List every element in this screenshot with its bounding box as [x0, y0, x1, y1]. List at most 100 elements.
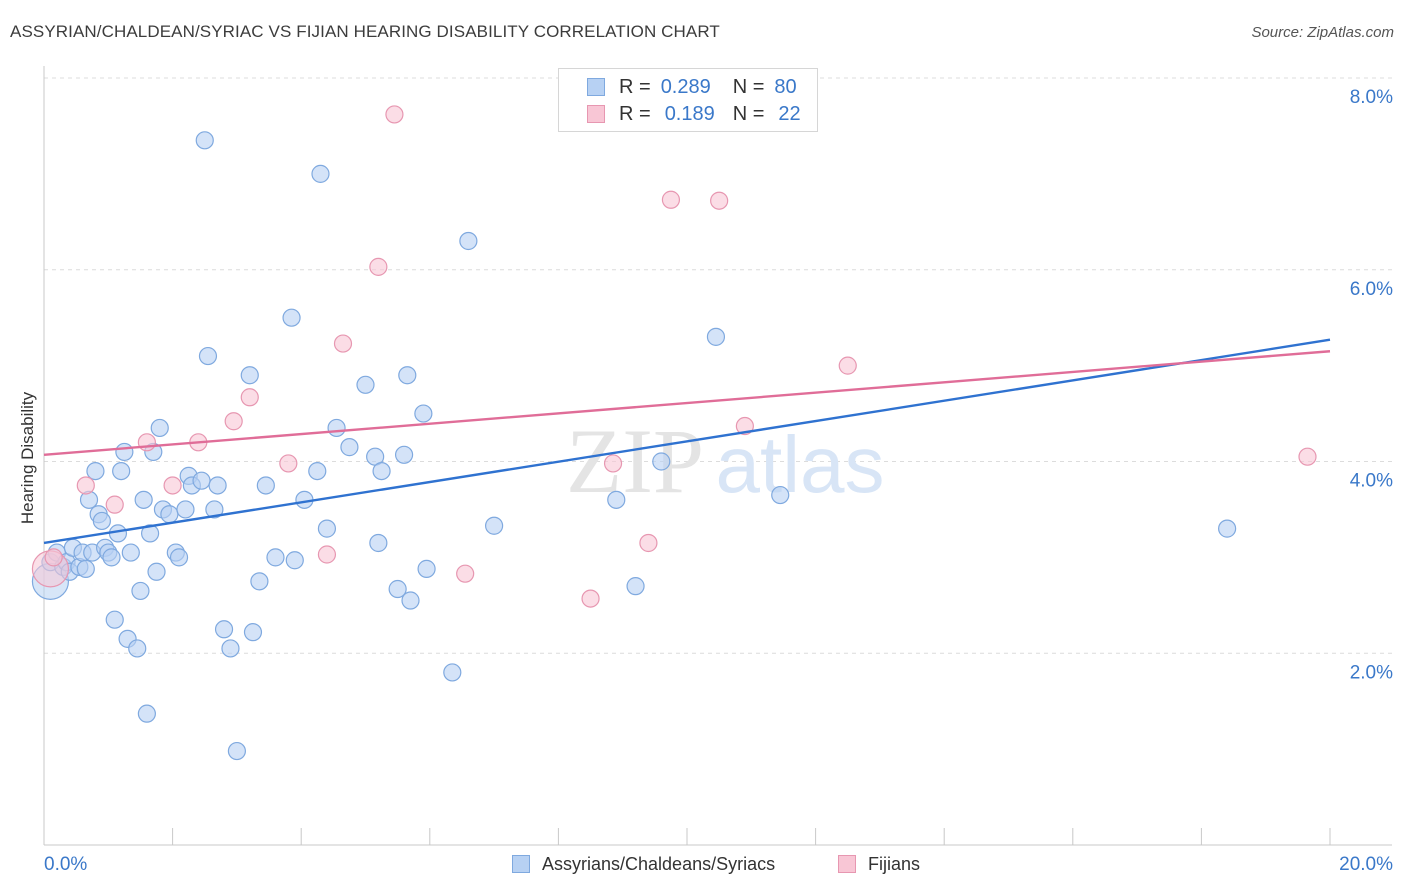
assyrian-point	[147, 562, 166, 581]
fijian-point	[279, 454, 298, 473]
legend-row-fijians: R = 0.189 N = 22	[587, 102, 801, 126]
assyrian-point	[398, 366, 417, 385]
assyrian-point	[285, 551, 304, 570]
fijian-point	[317, 545, 337, 564]
assyrian-point	[195, 131, 214, 150]
assyrian-point	[76, 559, 95, 578]
y-axis-title: Hearing Disability	[18, 391, 37, 525]
assyrian-point	[356, 375, 375, 394]
gridlines	[44, 77, 1392, 654]
legend-swatch-blue	[512, 855, 530, 873]
legend-r-label: R =	[619, 75, 651, 98]
fijian-point	[603, 454, 623, 473]
fijian-point	[44, 548, 63, 567]
assyrian-point	[250, 572, 269, 591]
assyrian-point	[121, 543, 140, 562]
assyrian-point	[372, 461, 391, 481]
fijian-point	[369, 257, 388, 276]
legend-swatch-pink	[587, 105, 605, 123]
assyrian-point	[282, 308, 301, 327]
assyrian-point	[266, 548, 285, 567]
assyrian-point	[160, 505, 179, 524]
axes	[43, 66, 1392, 846]
fijian-point	[333, 334, 353, 353]
y-tick-label: 2.0%	[1350, 662, 1393, 683]
fijian-point	[240, 388, 259, 407]
fijian-point	[581, 589, 600, 608]
assyrian-point	[311, 164, 330, 183]
legend-swatch-pink	[838, 855, 856, 873]
legend-row-assyrians: R = 0.289 N = 80	[587, 75, 797, 99]
fijian-point	[224, 412, 243, 431]
fijian-point	[105, 495, 124, 514]
chart-source: Source: ZipAtlas.com	[1251, 24, 1394, 41]
assyrian-point	[128, 639, 147, 658]
trend-lines	[43, 338, 1331, 545]
fijian-point	[838, 356, 857, 375]
assyrian-point	[459, 231, 478, 251]
legend-r-value: 0.189	[664, 102, 715, 125]
assyrian-point	[485, 516, 504, 535]
assyrian-point	[205, 500, 224, 519]
legend-n-value: 22	[778, 102, 801, 125]
watermark-zip: ZIP	[566, 410, 704, 512]
x-tick-label: 20.0%	[1339, 854, 1393, 875]
assyrian-point	[626, 577, 645, 596]
assyrian-point	[112, 461, 131, 481]
y-tick-label: 8.0%	[1350, 87, 1393, 108]
assyrian-point	[105, 610, 124, 629]
legend-n-label: N =	[732, 102, 765, 125]
fijian-point	[76, 476, 95, 495]
assyrian-point	[169, 548, 189, 567]
x-tick-label: 0.0%	[44, 854, 87, 875]
fijian-trend-line	[43, 350, 1331, 456]
legend-n-label: N =	[732, 75, 765, 98]
assyrian-point	[607, 490, 626, 509]
legend-swatch-blue	[587, 78, 605, 96]
assyrian-point	[401, 591, 420, 610]
assyrian-point	[240, 366, 259, 385]
series-legend-fijians[interactable]: Fijians	[838, 852, 920, 876]
fijian-point	[385, 105, 404, 124]
fijian-point	[456, 564, 475, 583]
assyrian-point	[137, 704, 156, 723]
fijian-point	[710, 191, 729, 210]
assyrian-point	[243, 623, 263, 642]
assyrian-point	[198, 346, 218, 366]
y-tick-label: 4.0%	[1350, 471, 1393, 492]
assyrian-point	[221, 639, 240, 658]
assyrian-point	[208, 476, 227, 495]
assyrian-point	[176, 500, 195, 519]
data-points	[31, 105, 1317, 761]
assyrian-point	[140, 524, 160, 543]
assyrian-point	[256, 476, 275, 495]
fijian-point	[1298, 447, 1317, 466]
assyrian-point	[340, 438, 359, 457]
assyrian-point	[388, 579, 407, 599]
assyrian-point	[771, 485, 790, 505]
series-legend-label: Assyrians/Chaldeans/Syriacs	[542, 853, 776, 874]
correlation-legend: R = 0.289 N = 80 R = 0.189 N = 22	[558, 68, 818, 132]
assyrian-point	[1218, 519, 1237, 538]
assyrian-point	[327, 418, 346, 438]
legend-r-value: 0.289	[660, 75, 711, 98]
chart-title: ASSYRIAN/CHALDEAN/SYRIAC VS FIJIAN HEARI…	[10, 22, 720, 41]
tick-labels: 2.0% 4.0% 6.0% 8.0% 0.0% 20.0%	[44, 87, 1393, 875]
fijian-point	[137, 433, 156, 452]
assyrian-point	[414, 404, 433, 423]
fijian-point	[735, 416, 754, 436]
assyrian-point	[706, 327, 726, 346]
assyrian-point	[227, 741, 246, 761]
assyrian-point	[150, 418, 169, 438]
assyrian-trend-line	[43, 338, 1331, 545]
assyrian-point	[308, 461, 327, 481]
assyrian-point	[443, 663, 462, 682]
series-legend-assyrians[interactable]: Assyrians/Chaldeans/Syriacs	[512, 852, 775, 876]
fijian-point	[661, 190, 681, 209]
assyrian-point	[131, 581, 150, 601]
assyrian-point	[115, 442, 134, 462]
assyrian-point	[86, 461, 105, 481]
series-legend-label: Fijians	[868, 853, 921, 874]
legend-n-value: 80	[774, 75, 797, 98]
